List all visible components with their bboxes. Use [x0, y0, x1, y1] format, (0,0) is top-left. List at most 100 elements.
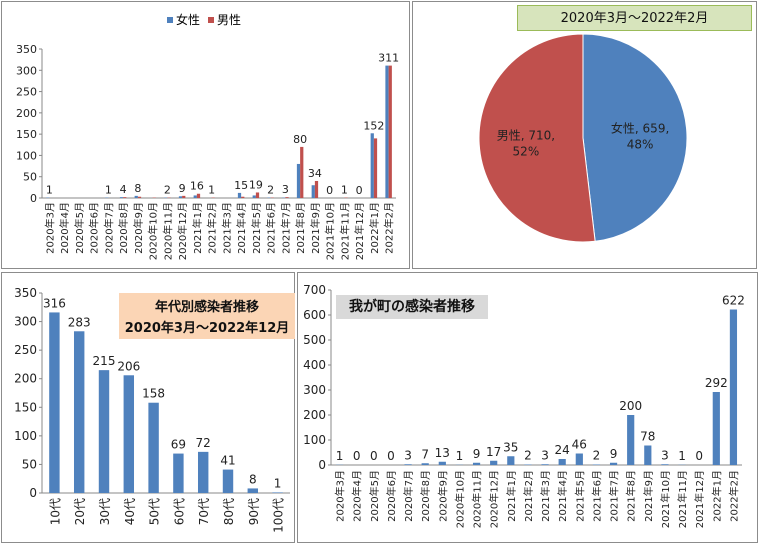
bar-town — [729, 309, 738, 465]
bar-town — [421, 463, 429, 465]
y-tick-label: 0 — [30, 192, 37, 205]
x-tick-label: 80代 — [222, 498, 236, 525]
bar-town — [661, 464, 669, 465]
bar-town — [438, 461, 446, 465]
bar-female — [178, 196, 183, 198]
x-tick-label: 2021年12月 — [693, 470, 706, 528]
bar-male — [241, 196, 245, 198]
x-tick-label: 40代 — [123, 498, 137, 525]
data-label: 15 — [234, 179, 248, 192]
x-tick-label: 2021年2月 — [206, 202, 219, 254]
data-label: 13 — [435, 446, 450, 460]
data-label: 316 — [43, 296, 66, 310]
town-monthly-chart: 010020030040050060070012020年3月02020年4月02… — [303, 283, 745, 528]
x-tick-label: 2021年5月 — [250, 202, 263, 254]
x-tick-label: 20代 — [73, 498, 87, 525]
data-label: 17 — [486, 445, 501, 459]
bar-age — [98, 370, 110, 493]
x-tick-label: 2020年12月 — [176, 202, 189, 260]
data-label: 1 — [208, 184, 215, 197]
town-monthly-panel: 0 100 200 300 400 500 600 700 1 2020年3月 0 2020年4月 0 2… — [297, 272, 758, 543]
bar-age — [247, 488, 259, 493]
data-label: 19 — [249, 178, 263, 191]
y-tick-label: 0 — [318, 458, 326, 472]
legend-swatch-female — [167, 16, 173, 23]
y-tick-label: 50 — [23, 171, 37, 184]
y-tick-label: 200 — [16, 107, 37, 120]
pie-title: 2020年3月～2022年2月 — [517, 5, 752, 31]
y-tick-label: 100 — [14, 429, 37, 443]
bar-age — [197, 451, 209, 493]
x-tick-label: 2020年4月 — [351, 470, 364, 522]
x-tick-label: 2021年11月 — [676, 470, 689, 528]
bar-female — [237, 192, 242, 198]
x-tick-label: 2021年1月 — [191, 202, 204, 254]
town-title: 我が町の感染者推移 — [336, 295, 488, 319]
gender-legend: 女性 男性 — [167, 11, 241, 28]
x-tick-label: 50代 — [148, 498, 162, 525]
x-tick-label: 2021年3月 — [220, 202, 233, 254]
x-tick-label: 2021年7月 — [279, 202, 292, 254]
bar-town — [592, 464, 601, 465]
data-label: 0 — [370, 449, 378, 463]
gender-pie-chart: 女性, 659, 48% 男性, 710, 52% — [478, 33, 688, 243]
data-label: 8 — [134, 182, 141, 195]
bar-age — [222, 469, 234, 493]
x-tick-label: 2021年4月 — [235, 202, 248, 254]
data-label: 72 — [196, 436, 211, 450]
x-tick-label: 2020年10月 — [147, 202, 160, 260]
data-label: 9 — [473, 447, 481, 461]
data-label: 9 — [179, 182, 186, 195]
legend-swatch-male — [208, 16, 215, 23]
y-tick-label: 300 — [14, 315, 37, 329]
data-label: 69 — [171, 438, 186, 452]
bar-male — [255, 192, 260, 198]
gender-monthly-panel: 女性 男性 0 50 100 150 200 250 300 350 1 2020年3月 2020年… — [1, 1, 410, 269]
data-label: 311 — [378, 52, 399, 65]
data-label: 200 — [619, 399, 642, 413]
x-tick-label: 2020年8月 — [117, 202, 130, 254]
age-title-line1: 年代別感染者推移 — [154, 300, 259, 315]
bar-female — [385, 65, 389, 198]
x-tick-label: 60代 — [172, 498, 186, 525]
data-label: 2 — [164, 184, 171, 197]
x-tick-label: 2021年3月 — [539, 470, 552, 522]
age-group-chart: 0 50 100 150 200 250 300 350 316 10代 283 20代 215 30代 2… — [14, 286, 290, 533]
bar-town — [609, 462, 618, 465]
y-tick-label: 250 — [16, 86, 37, 99]
bar-male — [314, 180, 319, 198]
x-tick-label: 2022年2月 — [383, 202, 396, 254]
data-label: 2 — [524, 449, 532, 463]
data-label: 1 — [274, 476, 282, 490]
data-label: 34 — [308, 167, 322, 180]
data-label: 2 — [593, 449, 601, 463]
legend-label-male: 男性 — [217, 13, 242, 27]
data-label: 152 — [363, 119, 384, 132]
y-tick-label: 150 — [14, 400, 37, 414]
pie-slice-male — [478, 33, 596, 243]
x-tick-label: 10代 — [48, 498, 62, 525]
x-tick-label: 2021年8月 — [625, 470, 638, 522]
age-title-box: 年代別感染者推移 2020年3月～2022年12月 — [119, 293, 295, 339]
bar-town — [558, 459, 566, 465]
x-tick-label: 2020年7月 — [402, 470, 415, 522]
x-tick-label: 70代 — [197, 498, 211, 525]
x-tick-label: 2021年6月 — [590, 470, 603, 522]
data-label: 0 — [387, 449, 395, 463]
data-label: 16 — [190, 180, 204, 193]
x-tick-label: 2022年1月 — [368, 202, 381, 254]
bar-female — [119, 197, 124, 198]
y-tick-label: 200 — [303, 408, 326, 422]
x-tick-label: 2021年6月 — [265, 202, 278, 254]
y-tick-label: 700 — [303, 283, 326, 297]
x-tick-label: 2020年7月 — [102, 202, 115, 254]
data-label: 292 — [705, 376, 728, 390]
y-tick-label: 100 — [303, 433, 326, 447]
x-tick-label: 2020年4月 — [58, 202, 71, 254]
bar-age — [173, 453, 184, 493]
data-label: 7 — [421, 447, 429, 461]
x-tick-label: 2021年11月 — [338, 202, 351, 260]
x-tick-label: 2022年1月 — [710, 470, 723, 522]
x-tick-label: 2021年9月 — [642, 470, 655, 522]
